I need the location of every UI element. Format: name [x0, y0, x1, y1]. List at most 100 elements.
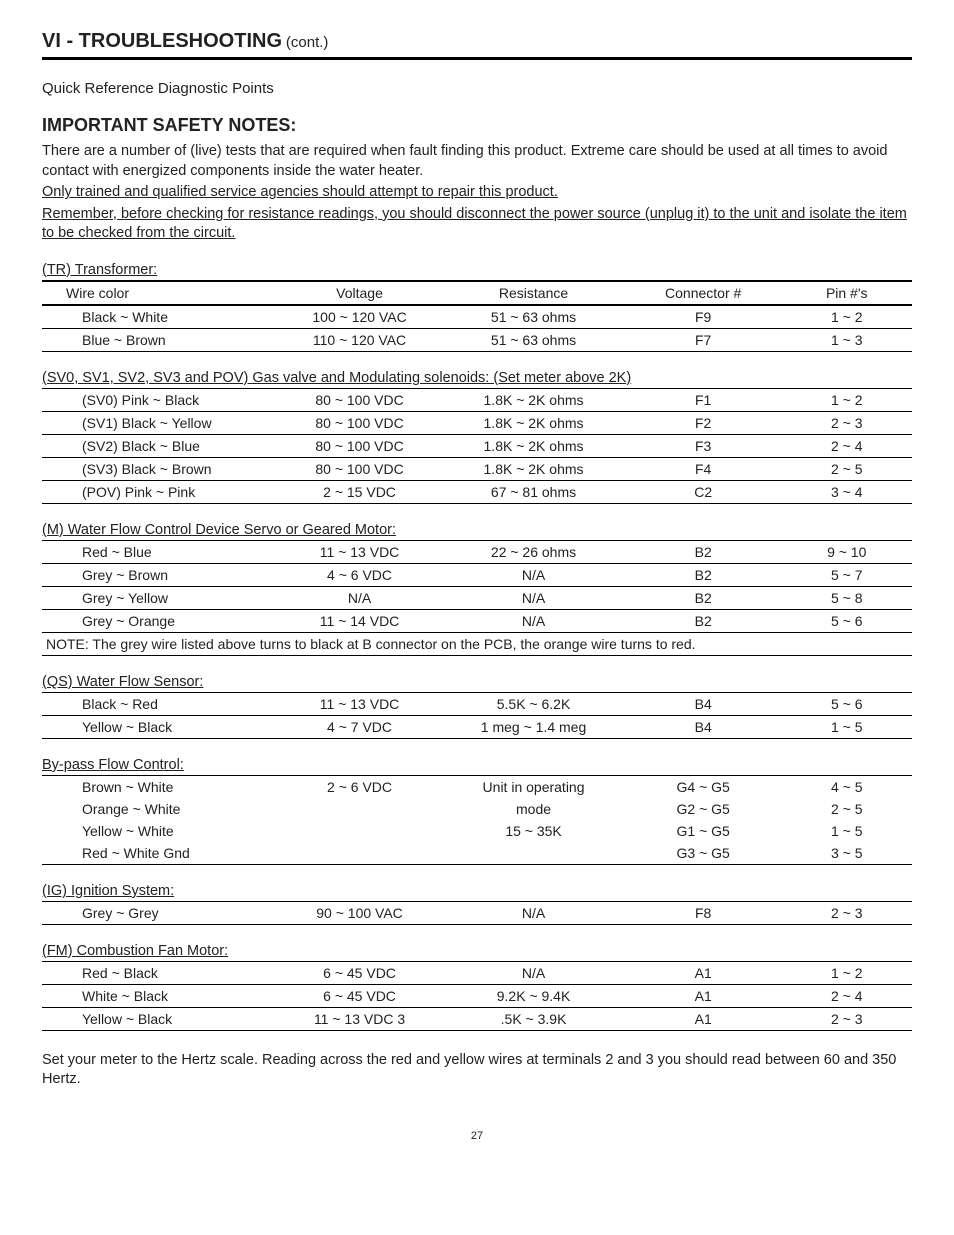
cell-resistance: N/A	[442, 901, 625, 924]
cell-resistance: 67 ~ 81 ohms	[442, 480, 625, 503]
cell-connector: F2	[625, 411, 782, 434]
cell-wire: Blue ~ Brown	[42, 328, 277, 351]
cell-pins: 5 ~ 8	[781, 586, 912, 609]
cell-voltage	[277, 842, 442, 865]
cell-wire: Grey ~ Brown	[42, 563, 277, 586]
cell-pins: 3 ~ 5	[781, 842, 912, 865]
table-row: Red ~ Black6 ~ 45 VDCN/AA11 ~ 2	[42, 961, 912, 984]
table-row: Blue ~ Brown110 ~ 120 VAC51 ~ 63 ohmsF71…	[42, 328, 912, 351]
cell-connector: F7	[625, 328, 782, 351]
cell-voltage: 4 ~ 7 VDC	[277, 715, 442, 738]
cell-pins: 2 ~ 4	[781, 984, 912, 1007]
section-title-cont: (cont.)	[286, 34, 329, 51]
table-row: Grey ~ Brown4 ~ 6 VDCN/AB25 ~ 7	[42, 563, 912, 586]
bypass-table: Brown ~ White 2 ~ 6 VDC Unit in operatin…	[42, 775, 912, 865]
qs-table: Black ~ Red11 ~ 13 VDC5.5K ~ 6.2KB45 ~ 6…	[42, 692, 912, 739]
bypass-title: By-pass Flow Control:	[42, 757, 912, 773]
cell-voltage	[277, 798, 442, 820]
cell-wire: (SV0) Pink ~ Black	[42, 388, 277, 411]
tr-title: (TR) Transformer:	[42, 262, 912, 278]
cell-wire: (POV) Pink ~ Pink	[42, 480, 277, 503]
cell-resistance: 51 ~ 63 ohms	[442, 305, 625, 329]
cell-voltage: 2 ~ 15 VDC	[277, 480, 442, 503]
cell-wire: Red ~ White Gnd	[42, 842, 277, 865]
table-row: Yellow ~ Black11 ~ 13 VDC 3.5K ~ 3.9KA12…	[42, 1007, 912, 1030]
cell-resistance: N/A	[442, 609, 625, 632]
table-row: (SV3) Black ~ Brown80 ~ 100 VDC1.8K ~ 2K…	[42, 457, 912, 480]
cell-wire: Yellow ~ Black	[42, 1007, 277, 1030]
cell-connector: G2 ~ G5	[625, 798, 782, 820]
table-row: Grey ~ YellowN/AN/AB25 ~ 8	[42, 586, 912, 609]
table-row: Black ~ White100 ~ 120 VAC51 ~ 63 ohmsF9…	[42, 305, 912, 329]
cell-resistance: 1.8K ~ 2K ohms	[442, 388, 625, 411]
cell-pins: 3 ~ 4	[781, 480, 912, 503]
cell-connector: A1	[625, 961, 782, 984]
table-row: Red ~ Blue11 ~ 13 VDC22 ~ 26 ohmsB29 ~ 1…	[42, 540, 912, 563]
cell-wire: (SV2) Black ~ Blue	[42, 434, 277, 457]
cell-voltage: 11 ~ 13 VDC 3	[277, 1007, 442, 1030]
cell-wire: Black ~ White	[42, 305, 277, 329]
cell-resistance: N/A	[442, 961, 625, 984]
cell-connector: F3	[625, 434, 782, 457]
qs-title: (QS) Water Flow Sensor:	[42, 674, 912, 690]
cell-voltage: 100 ~ 120 VAC	[277, 305, 442, 329]
cell-connector: G1 ~ G5	[625, 820, 782, 842]
bypass-tbody: Brown ~ White 2 ~ 6 VDC Unit in operatin…	[42, 775, 912, 864]
cell-resistance: .5K ~ 3.9K	[442, 1007, 625, 1030]
table-row: (POV) Pink ~ Pink2 ~ 15 VDC67 ~ 81 ohmsC…	[42, 480, 912, 503]
ig-tbody: Grey ~ Grey90 ~ 100 VACN/AF82 ~ 3	[42, 901, 912, 924]
table-row: Grey ~ Grey90 ~ 100 VACN/AF82 ~ 3	[42, 901, 912, 924]
cell-pins: 1 ~ 2	[781, 388, 912, 411]
cell-voltage: 6 ~ 45 VDC	[277, 961, 442, 984]
m-tbody: Red ~ Blue11 ~ 13 VDC22 ~ 26 ohmsB29 ~ 1…	[42, 540, 912, 632]
cell-resistance: 1.8K ~ 2K ohms	[442, 457, 625, 480]
cell-resistance: 5.5K ~ 6.2K	[442, 692, 625, 715]
cell-resistance: 22 ~ 26 ohms	[442, 540, 625, 563]
cell-wire: Grey ~ Yellow	[42, 586, 277, 609]
cell-connector: F9	[625, 305, 782, 329]
m-title: (M) Water Flow Control Device Servo or G…	[42, 522, 912, 538]
fm-title: (FM) Combustion Fan Motor:	[42, 943, 912, 959]
sv-title: (SV0, SV1, SV2, SV3 and POV) Gas valve a…	[42, 370, 912, 386]
cell-wire: Yellow ~ Black	[42, 715, 277, 738]
cell-voltage: 80 ~ 100 VDC	[277, 388, 442, 411]
cell-voltage: 11 ~ 13 VDC	[277, 692, 442, 715]
table-row: White ~ Black6 ~ 45 VDC9.2K ~ 9.4KA12 ~ …	[42, 984, 912, 1007]
cell-connector: A1	[625, 1007, 782, 1030]
table-row: (SV1) Black ~ Yellow80 ~ 100 VDC1.8K ~ 2…	[42, 411, 912, 434]
table-row: Orange ~ White mode G2 ~ G5 2 ~ 5	[42, 798, 912, 820]
cell-connector: A1	[625, 984, 782, 1007]
cell-connector: G4 ~ G5	[625, 775, 782, 798]
cell-wire: Red ~ Black	[42, 961, 277, 984]
cell-voltage	[277, 820, 442, 842]
ig-table: Grey ~ Grey90 ~ 100 VACN/AF82 ~ 3	[42, 901, 912, 925]
cell-resistance: mode	[442, 798, 625, 820]
cell-voltage: 2 ~ 6 VDC	[277, 775, 442, 798]
col-connector: Connector #	[625, 281, 782, 305]
cell-pins: 2 ~ 3	[781, 901, 912, 924]
cell-pins: 2 ~ 4	[781, 434, 912, 457]
cell-pins: 5 ~ 6	[781, 609, 912, 632]
cell-connector: F4	[625, 457, 782, 480]
safety-p2: Only trained and qualified service agenc…	[42, 183, 912, 203]
section-header: VI - TROUBLESHOOTING (cont.)	[42, 30, 912, 53]
cell-voltage: 90 ~ 100 VAC	[277, 901, 442, 924]
cell-wire: Orange ~ White	[42, 798, 277, 820]
col-wire: Wire color	[42, 281, 277, 305]
cell-wire: Yellow ~ White	[42, 820, 277, 842]
cell-pins: 2 ~ 5	[781, 798, 912, 820]
table-row: Yellow ~ White 15 ~ 35K G1 ~ G5 1 ~ 5	[42, 820, 912, 842]
cell-voltage: N/A	[277, 586, 442, 609]
cell-resistance: 15 ~ 35K	[442, 820, 625, 842]
safety-p1: There are a number of (live) tests that …	[42, 142, 912, 181]
cell-wire: Grey ~ Orange	[42, 609, 277, 632]
cell-connector: B2	[625, 540, 782, 563]
cell-pins: 1 ~ 5	[781, 820, 912, 842]
cell-voltage: 80 ~ 100 VDC	[277, 411, 442, 434]
cell-connector: F1	[625, 388, 782, 411]
cell-wire: Red ~ Blue	[42, 540, 277, 563]
table-row: Brown ~ White 2 ~ 6 VDC Unit in operatin…	[42, 775, 912, 798]
cell-pins: 9 ~ 10	[781, 540, 912, 563]
cell-wire: White ~ Black	[42, 984, 277, 1007]
footer-note: Set your meter to the Hertz scale. Readi…	[42, 1051, 912, 1090]
